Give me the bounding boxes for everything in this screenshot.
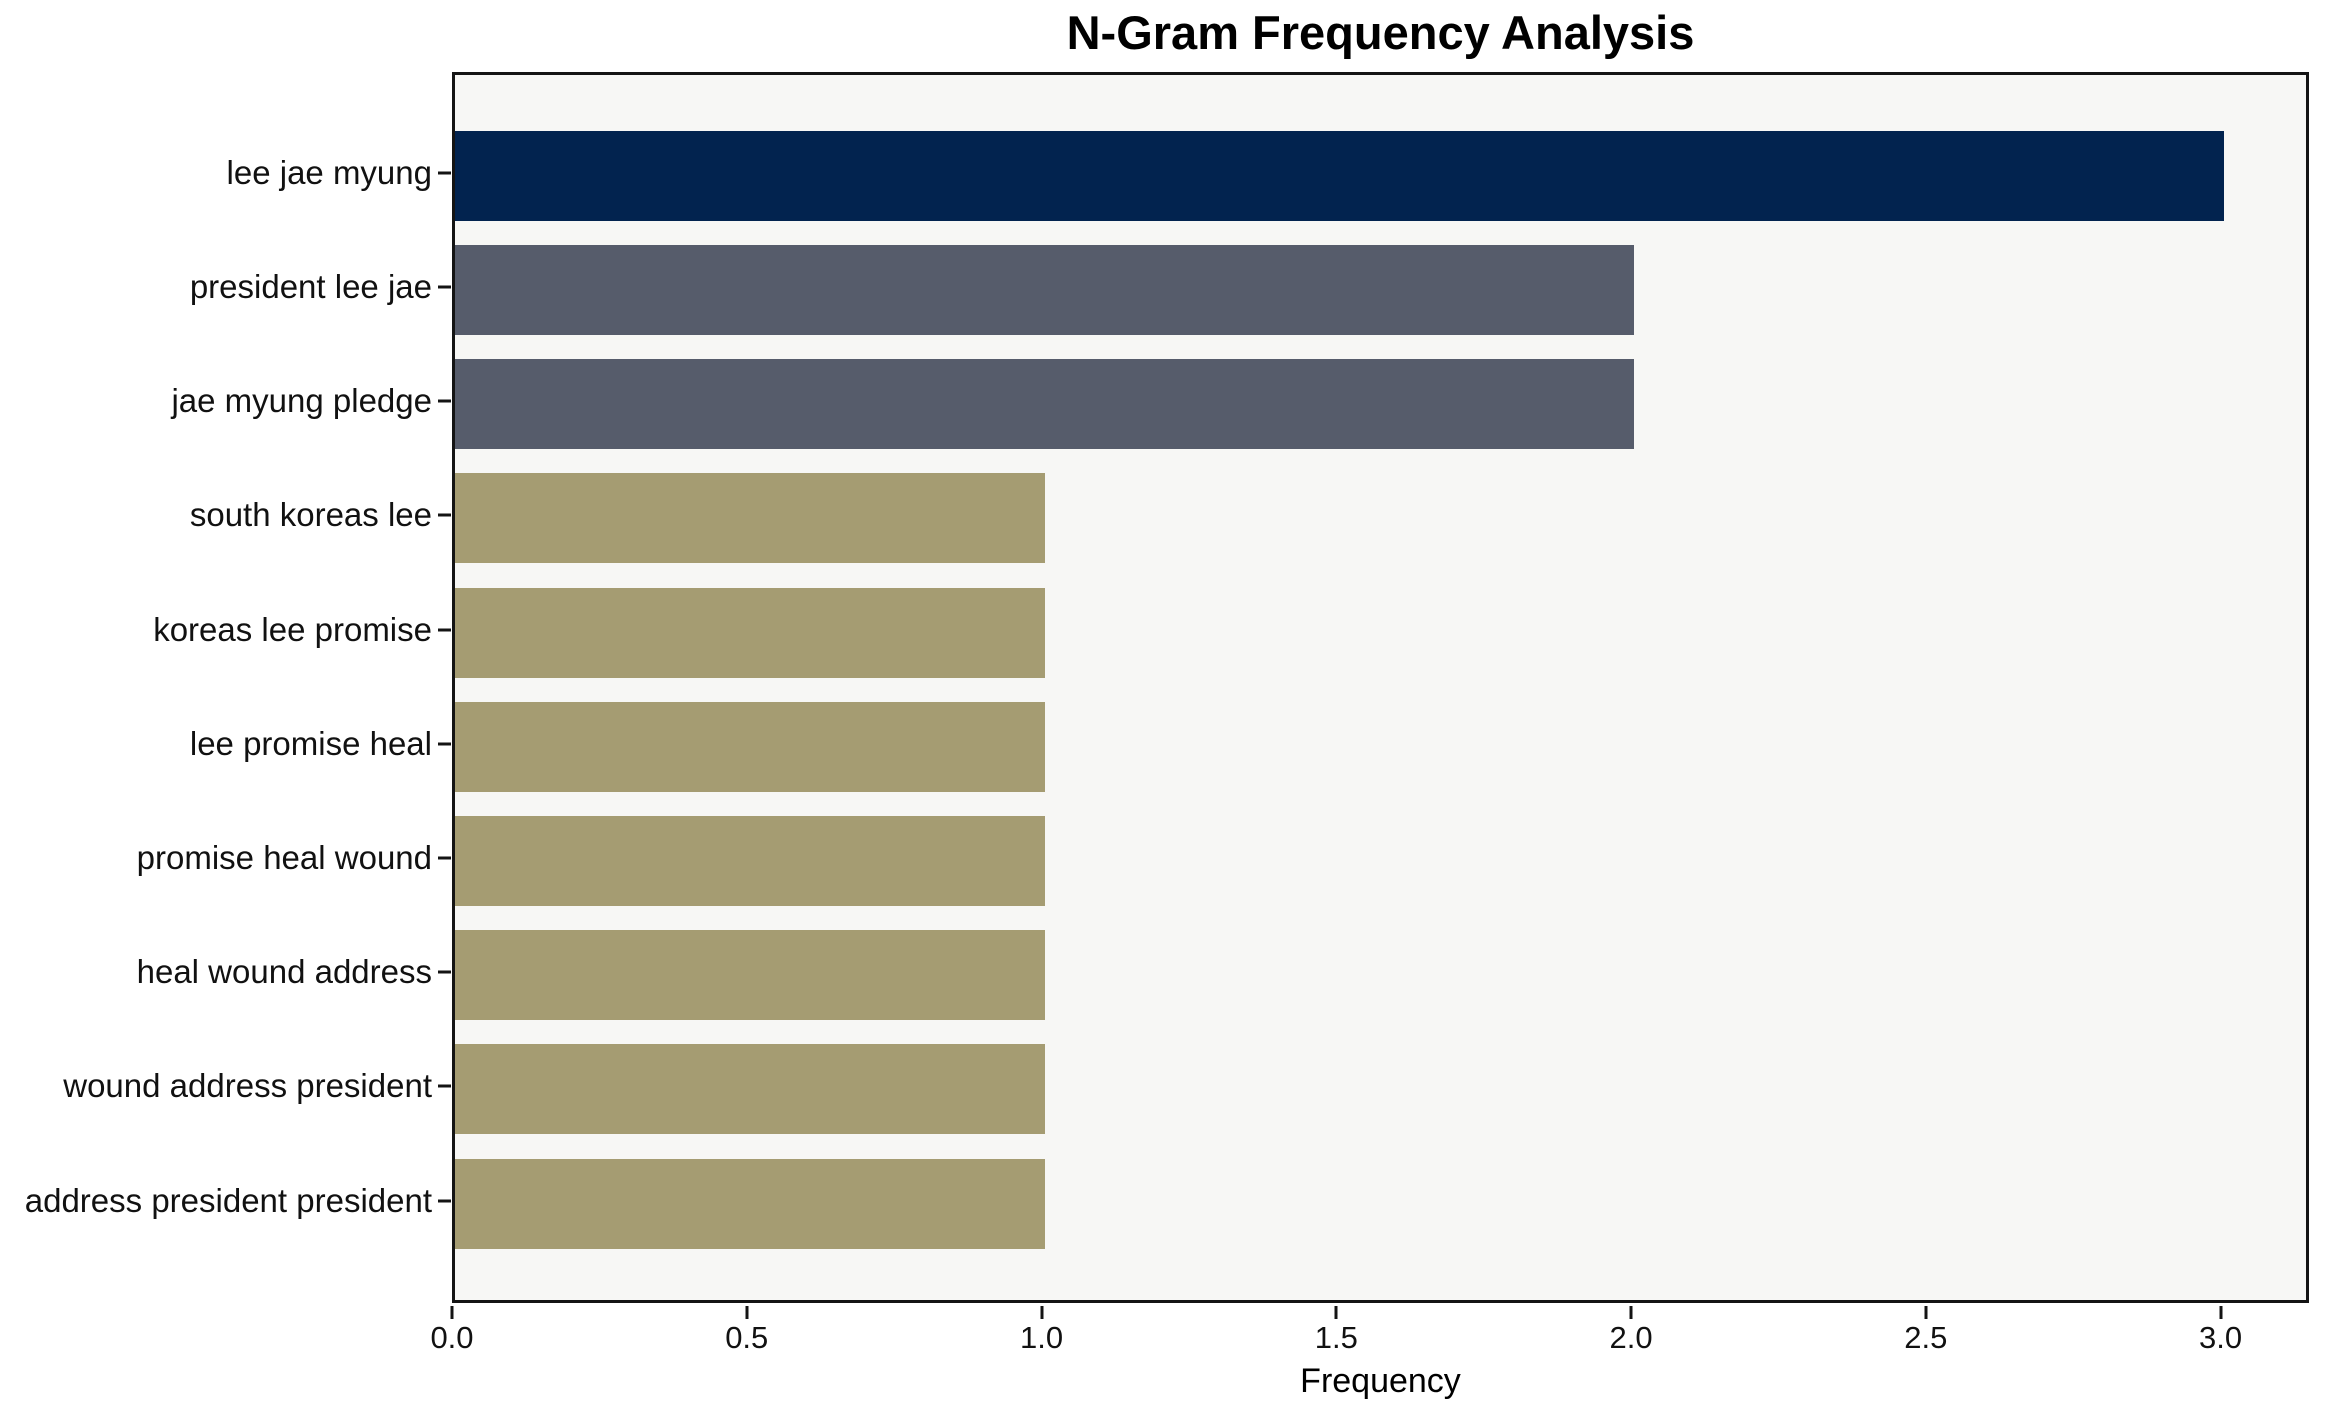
y-tick-mark: [438, 1199, 451, 1202]
y-tick-label: jae myung pledge: [171, 382, 432, 420]
x-tick-label: 0.0: [430, 1320, 474, 1355]
x-tick-mark: [745, 1306, 749, 1319]
bar-heal-wound-address: [455, 930, 1045, 1021]
bar-koreas-lee-promise: [455, 587, 1045, 678]
y-tick-label: south koreas lee: [189, 496, 432, 534]
x-tick-mark: [1040, 1306, 1044, 1319]
y-tick-label: wound address president: [63, 1067, 432, 1105]
x-tick-label: 0.5: [725, 1320, 769, 1355]
bar-promise-heal-wound: [455, 815, 1045, 906]
y-tick-mark: [438, 970, 451, 974]
y-tick-label: heal wound address: [136, 953, 432, 991]
bar-president-lee-jae: [455, 244, 1635, 335]
x-tick-label: 1.0: [1019, 1320, 1064, 1355]
x-tick-label: 1.5: [1314, 1320, 1358, 1355]
plot-area: [452, 72, 2309, 1303]
bar-south-koreas-lee: [455, 473, 1045, 564]
x-tick-mark: [1334, 1306, 1338, 1319]
y-tick-label: koreas lee promise: [153, 610, 432, 648]
y-tick-label: address president president: [24, 1181, 432, 1219]
bar-jae-myung-pledge: [455, 359, 1635, 450]
bar-address-president-president: [455, 1158, 1045, 1249]
y-tick-mark: [438, 628, 451, 631]
x-tick-mark: [1629, 1306, 1633, 1319]
y-tick-mark: [438, 513, 451, 517]
x-tick-mark: [450, 1306, 454, 1319]
y-tick-label: lee promise heal: [189, 724, 432, 762]
x-tick-label: 2.5: [1904, 1320, 1948, 1355]
y-tick-mark: [438, 171, 451, 175]
y-tick-mark: [438, 285, 451, 289]
y-tick-label: lee jae myung: [226, 153, 432, 191]
x-tick-mark: [2219, 1306, 2223, 1319]
bar-wound-address-president: [455, 1044, 1045, 1135]
y-tick-mark: [438, 856, 451, 860]
y-tick-mark: [438, 742, 451, 746]
bar-lee-jae-myung: [455, 130, 2224, 221]
x-axis-label: Frequency: [1300, 1362, 1461, 1400]
chart-title: N-Gram Frequency Analysis: [1066, 6, 1695, 59]
y-tick-mark: [438, 1084, 451, 1088]
y-tick-label: president lee jae: [189, 267, 432, 305]
x-tick-label: 3.0: [2199, 1320, 2243, 1355]
bar-lee-promise-heal: [455, 701, 1045, 792]
x-tick-mark: [1924, 1306, 1928, 1319]
y-tick-mark: [438, 399, 451, 403]
x-tick-label: 2.0: [1609, 1320, 1653, 1355]
y-tick-label: promise heal wound: [136, 838, 432, 876]
